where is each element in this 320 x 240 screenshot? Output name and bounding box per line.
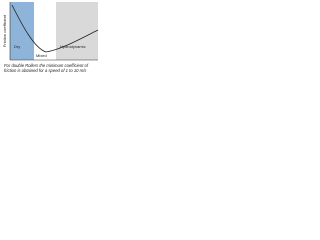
region-label: Mixed xyxy=(36,53,47,58)
region-label: Dry xyxy=(14,44,20,49)
diagram: Friction coefficient Dry Mixed Hydrodyna… xyxy=(2,2,99,61)
region-hydro xyxy=(56,2,98,60)
y-label: Friction coefficient xyxy=(2,14,7,47)
friction-curve xyxy=(11,4,99,53)
page: Friction coefficient Dry Mixed Hydrodyna… xyxy=(0,0,100,87)
region-label: Hydrodynamic xyxy=(60,44,86,49)
caption: For double Rollers the minimum coefficie… xyxy=(4,63,89,73)
region-dry xyxy=(10,2,34,60)
